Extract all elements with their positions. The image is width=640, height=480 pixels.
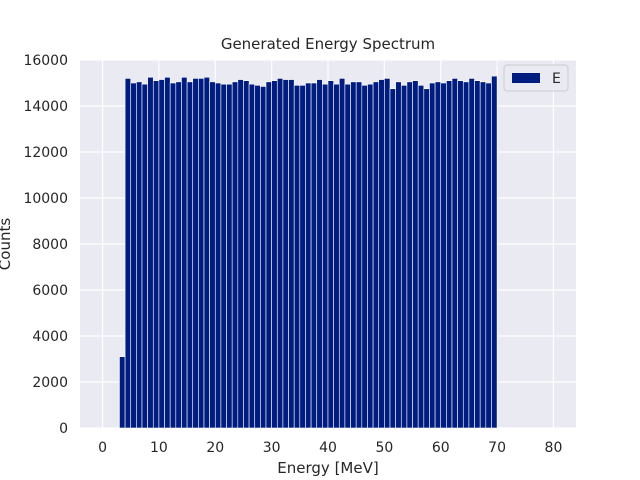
histogram-bar	[119, 356, 126, 429]
histogram-bar	[344, 83, 351, 429]
x-tick-label: 60	[432, 440, 450, 456]
histogram-bar	[474, 80, 481, 429]
y-tick-label: 6000	[32, 283, 68, 299]
histogram-bar	[293, 85, 301, 429]
y-tick-label: 14000	[23, 99, 68, 115]
histogram-bar	[198, 78, 205, 429]
histogram-bar	[429, 82, 436, 429]
histogram-bar	[406, 81, 413, 429]
histogram-bar	[141, 83, 148, 429]
chart-title: Generated Energy Spectrum	[221, 35, 435, 53]
x-tick-label: 10	[150, 440, 168, 456]
histogram-bar	[158, 79, 165, 429]
histogram-bar	[243, 80, 250, 429]
histogram-bar	[282, 79, 289, 429]
histogram-bar	[175, 81, 182, 429]
legend: E	[503, 64, 569, 92]
histogram-bar	[164, 76, 171, 429]
y-tick-label: 8000	[32, 237, 68, 253]
x-tick-label: 50	[375, 440, 393, 456]
y-tick-label: 12000	[23, 145, 68, 161]
x-tick-label: 80	[545, 440, 563, 456]
legend-label-e: E	[552, 71, 561, 87]
y-axis-label: Counts	[0, 218, 14, 271]
y-axis-ticks: 0 2000 4000 6000 8000 10000 12000 14000 16000	[23, 53, 68, 437]
histogram-bar	[434, 81, 442, 429]
histogram-bar	[400, 85, 408, 429]
y-tick-label: 4000	[32, 329, 68, 345]
histogram-bar	[214, 82, 222, 429]
histogram-bar	[220, 83, 227, 429]
histogram-bar	[130, 82, 137, 429]
histogram-bar	[338, 78, 346, 429]
x-tick-label: 70	[488, 440, 506, 456]
histogram-bar	[451, 78, 458, 429]
histogram-bar	[333, 83, 340, 429]
histogram-bar	[305, 82, 312, 429]
histogram-bar	[355, 81, 363, 429]
histogram-bar	[181, 76, 188, 429]
histogram-bar	[479, 81, 487, 429]
histogram-bar	[169, 82, 177, 429]
histogram-bar	[446, 80, 453, 429]
histogram-bar	[468, 78, 475, 429]
histogram-bar	[457, 80, 464, 429]
histogram-bar	[491, 75, 498, 429]
histogram-bar	[237, 79, 244, 429]
histogram-bar	[310, 82, 318, 429]
histogram-bar	[372, 81, 380, 429]
histogram-bar	[299, 85, 306, 429]
legend-swatch	[512, 73, 540, 83]
histogram-bar	[378, 79, 385, 429]
y-tick-label: 10000	[23, 191, 68, 207]
histogram-bar	[412, 80, 419, 429]
histogram-bar	[423, 88, 430, 429]
x-axis-label: Energy [MeV]	[277, 459, 378, 477]
histogram-bars	[119, 75, 498, 429]
x-tick-label: 0	[98, 440, 107, 456]
histogram-bar	[485, 82, 492, 429]
x-tick-label: 20	[206, 440, 224, 456]
histogram-bar	[395, 81, 402, 429]
histogram-bar	[350, 81, 357, 429]
histogram-bar	[327, 80, 334, 429]
histogram-bar	[367, 83, 374, 429]
histogram-bar	[231, 81, 239, 429]
histogram-bar	[209, 81, 216, 429]
histogram-bar	[186, 81, 194, 429]
histogram-bar	[440, 82, 447, 429]
histogram-bar	[288, 79, 295, 429]
histogram-bar	[271, 80, 278, 429]
histogram-bar	[248, 83, 256, 429]
histogram-bar	[226, 83, 233, 429]
histogram-bar	[316, 79, 323, 429]
histogram-bar	[322, 83, 329, 429]
histogram-bar	[254, 85, 261, 429]
histogram-bar	[203, 76, 210, 429]
histogram-bar	[147, 76, 154, 429]
histogram-bar	[265, 81, 272, 429]
histogram-bar	[192, 78, 199, 429]
y-tick-label: 16000	[23, 53, 68, 69]
x-tick-label: 40	[319, 440, 337, 456]
x-axis-ticks: 0 10 20 30 40 50 60 70 80	[98, 440, 562, 456]
histogram-bar	[462, 81, 470, 429]
histogram-bar	[417, 85, 425, 429]
histogram-bar	[389, 88, 396, 429]
histogram-bar	[124, 78, 132, 429]
histogram-bar	[361, 85, 368, 429]
histogram-bar	[152, 80, 160, 429]
histogram-bar	[260, 86, 267, 429]
histogram-bar	[136, 81, 143, 429]
y-tick-label: 0	[59, 421, 68, 437]
y-tick-label: 2000	[32, 375, 68, 391]
x-tick-label: 30	[263, 440, 281, 456]
histogram-bar	[276, 78, 284, 429]
histogram-bar	[384, 78, 391, 429]
